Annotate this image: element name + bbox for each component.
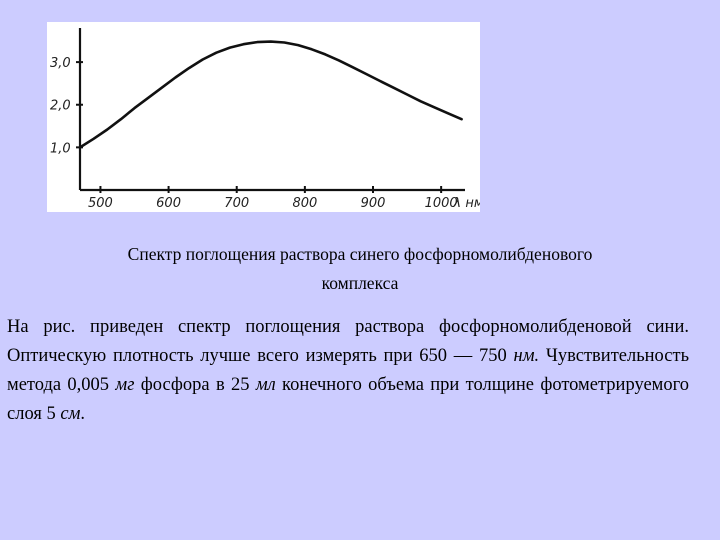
- caption-line-2: комплекса: [321, 273, 399, 293]
- unit-nm: нм.: [513, 346, 540, 366]
- x-axis-unit: нм: [465, 196, 480, 211]
- y-tick-label: 3,0: [50, 56, 71, 71]
- body-text-part-4: конечного объема при толщине фотометриру…: [7, 375, 689, 424]
- unit-ml: мл: [255, 375, 276, 395]
- chart-axes: [78, 28, 465, 192]
- x-tick-label: 600: [156, 196, 181, 211]
- y-tick-label: 1,0: [50, 141, 71, 156]
- spectrum-chart: 1,0 2,0 3,0 500 600 700 800 900 1000λнм: [47, 22, 480, 212]
- figure-caption: Спектр поглощения раствора синего фосфор…: [20, 240, 700, 298]
- body-text-part-1: На рис. приведен спектр поглощения раств…: [7, 317, 689, 366]
- x-axis-label: λ: [452, 196, 461, 211]
- unit-cm: см: [60, 404, 81, 424]
- unit-mg: мг: [115, 375, 135, 395]
- chart-ticks: 1,0 2,0 3,0 500 600 700 800 900 1000λнм: [50, 56, 480, 211]
- body-paragraph: На рис. приведен спектр поглощения раств…: [7, 313, 689, 429]
- x-tick-label: 900: [361, 196, 386, 211]
- body-text-part-2: Чувствительность метода 0,005: [7, 346, 690, 395]
- body-text-part-5: .: [80, 404, 86, 424]
- caption-line-1: Спектр поглощения раствора синего фосфор…: [127, 244, 593, 264]
- x-tick-label: 1000: [425, 196, 458, 211]
- y-tick-label: 2,0: [50, 99, 71, 114]
- body-text-part-3: фосфора в 25: [134, 375, 256, 395]
- absorption-curve-line: [78, 40, 463, 149]
- chart-svg: 1,0 2,0 3,0 500 600 700 800 900 1000λнм: [50, 28, 480, 211]
- x-tick-label: 500: [88, 196, 113, 211]
- x-tick-label: 800: [292, 196, 317, 211]
- x-tick-label: 700: [224, 196, 249, 211]
